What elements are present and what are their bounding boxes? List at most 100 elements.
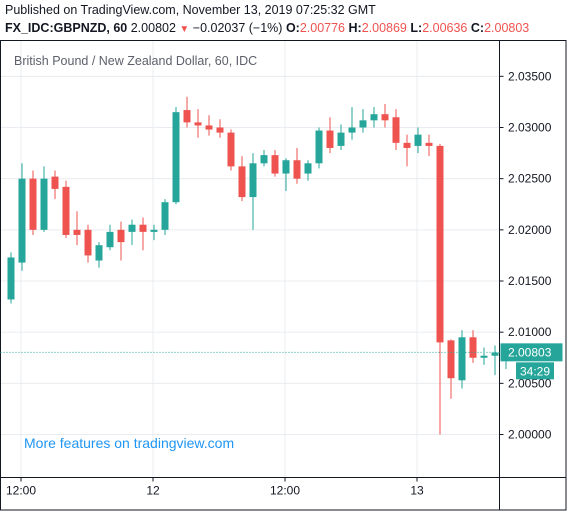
last-price-badge xyxy=(500,343,563,362)
candle xyxy=(194,109,202,138)
y-tick-label: 2.02500 xyxy=(508,172,552,186)
candle-body xyxy=(205,125,213,130)
candle xyxy=(480,347,488,365)
candle-body xyxy=(348,127,356,133)
candle-body xyxy=(84,229,92,256)
candle xyxy=(216,119,224,138)
y-tick-label: 2.01500 xyxy=(508,274,552,288)
low-value: 2.00636 xyxy=(422,21,468,35)
candle xyxy=(18,163,26,271)
candle xyxy=(260,150,268,167)
candle-body xyxy=(469,337,477,358)
candles xyxy=(7,96,510,435)
candle-body xyxy=(458,337,466,381)
candle xyxy=(84,224,92,263)
candle xyxy=(150,224,158,241)
candle-body xyxy=(315,130,323,164)
candle-body xyxy=(447,340,455,379)
candle xyxy=(359,109,367,133)
candle-body xyxy=(51,176,59,189)
open-label: O: xyxy=(285,21,300,35)
candle xyxy=(315,127,323,169)
candle xyxy=(458,330,466,389)
open-value: 2.00776 xyxy=(299,21,346,35)
time-axis-labels: 12:00 12 12:00 13 xyxy=(6,477,424,498)
candle-body xyxy=(150,229,158,232)
candle xyxy=(271,150,279,177)
candle-body xyxy=(227,132,235,167)
y-tick-label: 2.03000 xyxy=(508,120,552,134)
price-chart[interactable]: British Pound / New Zealand Dollar, 60, … xyxy=(0,40,567,511)
candle xyxy=(238,156,246,202)
candle-body xyxy=(271,155,279,174)
x-tick-label: 13 xyxy=(410,484,424,498)
candle-body xyxy=(194,122,202,126)
candle-body xyxy=(29,178,37,230)
candle-body xyxy=(183,110,191,123)
candle-body xyxy=(128,224,136,232)
candle xyxy=(161,199,169,235)
candle-body xyxy=(403,142,411,148)
candle xyxy=(282,158,290,191)
grid-lines xyxy=(0,40,500,478)
chart-title: British Pound / New Zealand Dollar, 60, … xyxy=(14,54,257,68)
candle-body xyxy=(337,132,345,146)
last-price-badge-text: 2.00803 xyxy=(508,345,552,359)
candle-body xyxy=(392,117,400,143)
candle xyxy=(62,180,70,239)
chart-frame xyxy=(0,40,567,511)
candle-body xyxy=(40,178,48,230)
y-tick-label: 2.00500 xyxy=(508,376,552,390)
last-price: 2.00802 xyxy=(130,21,176,35)
candle xyxy=(29,170,37,235)
price-axis-labels: 2.03500 2.03000 2.02500 2.02000 2.01500 2.010… xyxy=(499,69,552,442)
candle-body xyxy=(414,134,422,146)
candle-body xyxy=(480,355,488,358)
candle-body xyxy=(238,166,246,198)
candle xyxy=(491,345,499,376)
candle-body xyxy=(359,120,367,128)
price-change: −0.02037 (−1%) xyxy=(192,21,283,35)
candle-body xyxy=(436,145,444,343)
candle-body xyxy=(139,224,147,232)
countdown-badge xyxy=(516,362,554,380)
candle-body xyxy=(216,127,224,133)
symbol-label[interactable]: FX_IDC:GBPNZD, 60 xyxy=(5,21,128,35)
candle-body xyxy=(161,202,169,230)
high-value: 2.00869 xyxy=(361,21,407,35)
y-tick-label: 2.00000 xyxy=(508,428,552,442)
candle-body xyxy=(7,257,15,300)
candle-body xyxy=(326,130,334,148)
y-tick-label: 2.02000 xyxy=(508,223,552,237)
candle-body xyxy=(18,178,26,263)
candle xyxy=(7,252,15,304)
y-tick-label: 2.01000 xyxy=(508,325,552,339)
candle xyxy=(304,160,312,181)
candle xyxy=(51,170,59,200)
candle xyxy=(205,115,213,136)
candle xyxy=(293,147,301,184)
candle xyxy=(117,221,125,261)
chart-container[interactable]: British Pound / New Zealand Dollar, 60, … xyxy=(0,40,567,511)
candle xyxy=(469,330,477,363)
watermark-link[interactable]: More features on tradingview.com xyxy=(24,435,234,451)
candle-body xyxy=(260,155,268,164)
candle xyxy=(348,107,356,140)
candle-body xyxy=(117,229,125,243)
x-tick-label: 12 xyxy=(146,484,160,498)
candle xyxy=(392,109,400,151)
candle-body xyxy=(293,160,301,179)
candle xyxy=(40,166,48,232)
down-arrow-icon: ▼ xyxy=(179,24,190,35)
close-label: C: xyxy=(470,21,485,35)
candle xyxy=(106,224,114,251)
published-line: Published on TradingView.com, November 1… xyxy=(5,3,376,17)
candle xyxy=(172,107,180,205)
candle-body xyxy=(73,229,81,235)
candle-body xyxy=(304,163,312,174)
candle xyxy=(337,124,345,151)
countdown-badge-text: 34:29 xyxy=(520,364,550,378)
candle-body xyxy=(282,160,290,174)
candle xyxy=(95,242,103,268)
low-label: L: xyxy=(410,21,423,35)
